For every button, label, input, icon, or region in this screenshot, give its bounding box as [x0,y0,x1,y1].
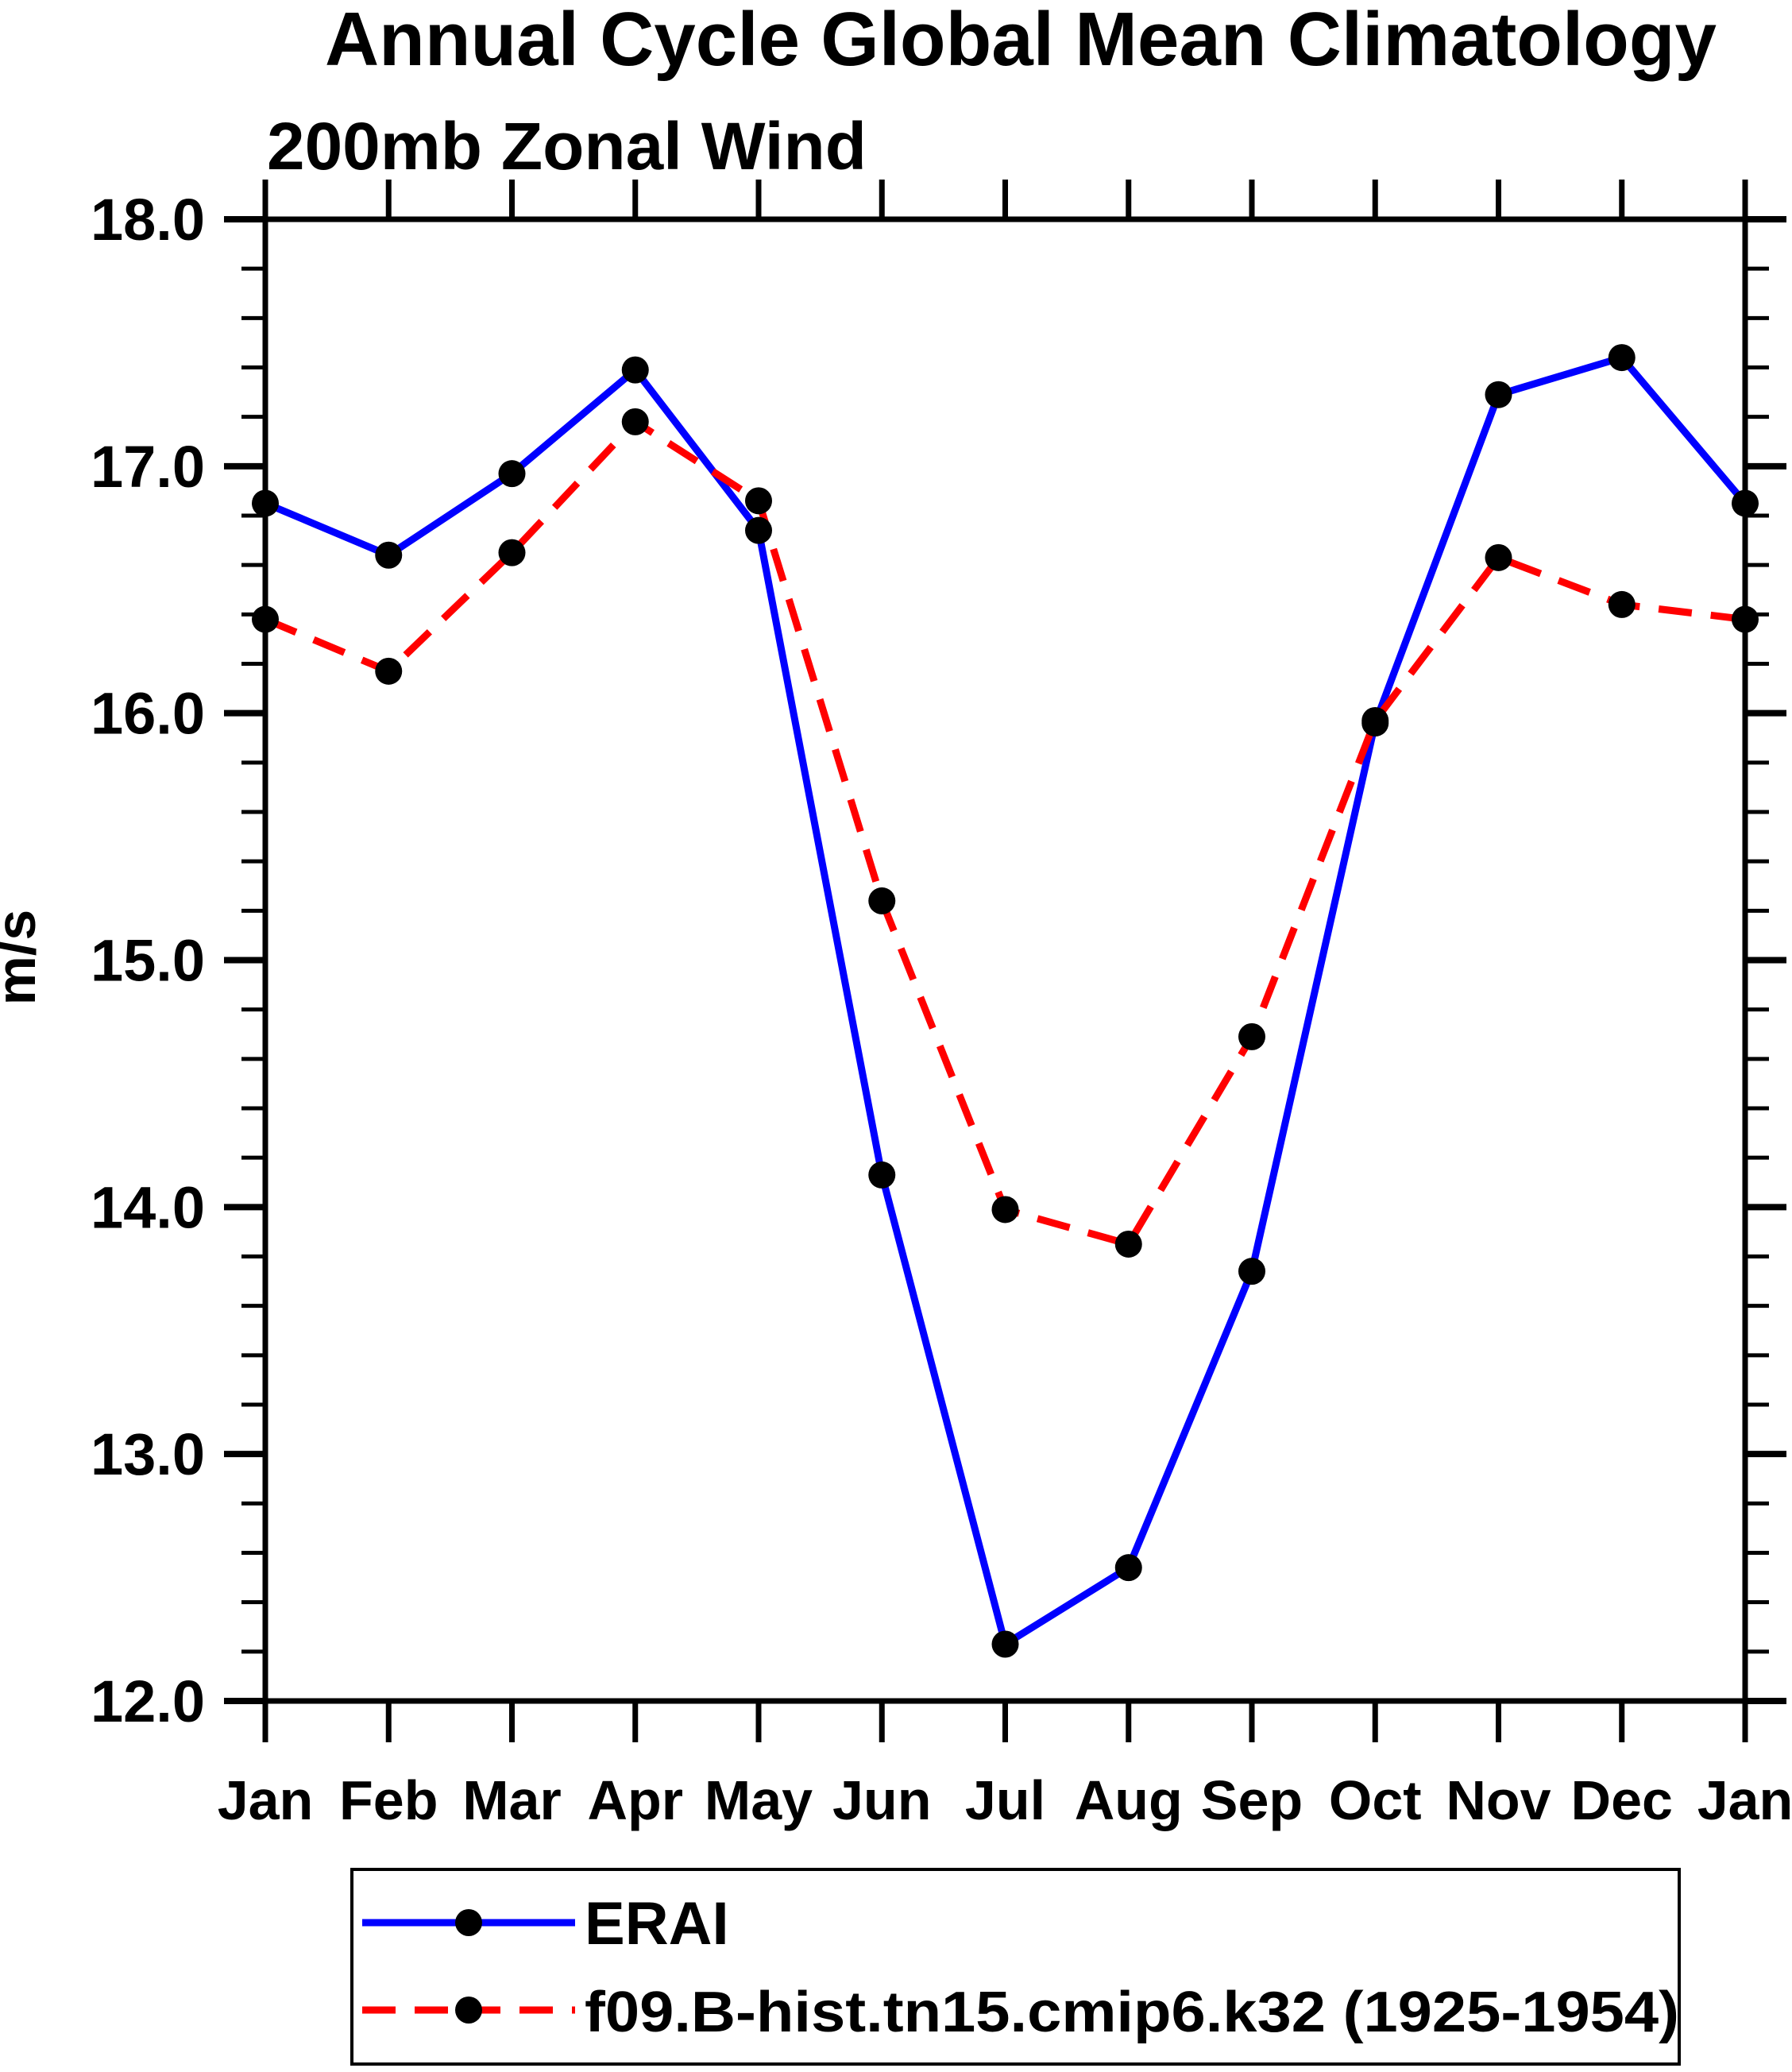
data-point [621,408,649,435]
month-label: Apr [587,1769,683,1831]
y-tick-label: 15.0 [91,928,205,994]
y-tick-label: 12.0 [91,1668,205,1734]
month-label: Dec [1571,1769,1673,1831]
data-point [375,657,403,685]
data-point [1732,489,1759,517]
data-point [745,516,772,544]
y-tick-label: 13.0 [91,1421,205,1487]
data-point [375,541,403,569]
series-line-model [264,417,1746,1249]
data-point [252,489,279,517]
chart-subtitle: 200mb Zonal Wind [267,109,867,184]
data-point [252,605,279,633]
y-tick-label: 17.0 [91,434,205,500]
data-point [868,1161,896,1189]
data-point [868,887,896,914]
month-label: Aug [1075,1769,1183,1831]
legend-marker-erai [455,1909,482,1936]
legend-marker-model [455,1997,482,2024]
month-label: May [705,1769,813,1831]
data-point [1608,344,1636,372]
data-point [1114,1554,1142,1582]
month-label: Jun [832,1769,931,1831]
data-point [745,487,772,515]
month-label: Oct [1329,1769,1422,1831]
plot-frame [262,216,1748,1704]
data-point [1485,543,1512,571]
data-point [991,1196,1019,1223]
y-tick-label: 14.0 [91,1174,205,1240]
y-tick-label: 16.0 [91,681,205,747]
data-point [1732,605,1759,633]
data-point [1361,706,1389,734]
month-label: Nov [1446,1769,1551,1831]
month-label: Jan [218,1769,314,1831]
month-label: Sep [1201,1769,1303,1831]
legend-box [350,1868,1681,2066]
legend: ERAI f09.B-hist.tn15.cmip6.k32 (1925-195… [350,1868,1681,2066]
data-point [1608,590,1636,618]
legend-label-erai: ERAI [585,1890,729,1958]
chart-title: Annual Cycle Global Mean Climatology [325,0,1717,82]
data-point [621,356,649,384]
data-point [1238,1022,1265,1050]
data-point [1238,1258,1265,1285]
legend-label-model: f09.B-hist.tn15.cmip6.k32 (1925-1954) [585,1981,1679,2044]
month-label: Jan [1697,1769,1792,1831]
series-line-erai [264,353,1748,1650]
month-label: Jul [965,1769,1045,1831]
data-point [498,460,526,488]
data-point [1485,381,1512,408]
data-point [1114,1230,1142,1258]
data-point [991,1630,1019,1658]
month-label: Feb [339,1769,438,1831]
y-tick-label: 18.0 [91,187,205,253]
plot-area: Jan Feb Mar Apr May Jun Jul Aug Sep Oct Nov Dec Jan1… [91,180,1792,1831]
month-label: Mar [462,1769,561,1831]
y-axis-label: m/s [0,910,47,1006]
data-point [498,539,526,566]
